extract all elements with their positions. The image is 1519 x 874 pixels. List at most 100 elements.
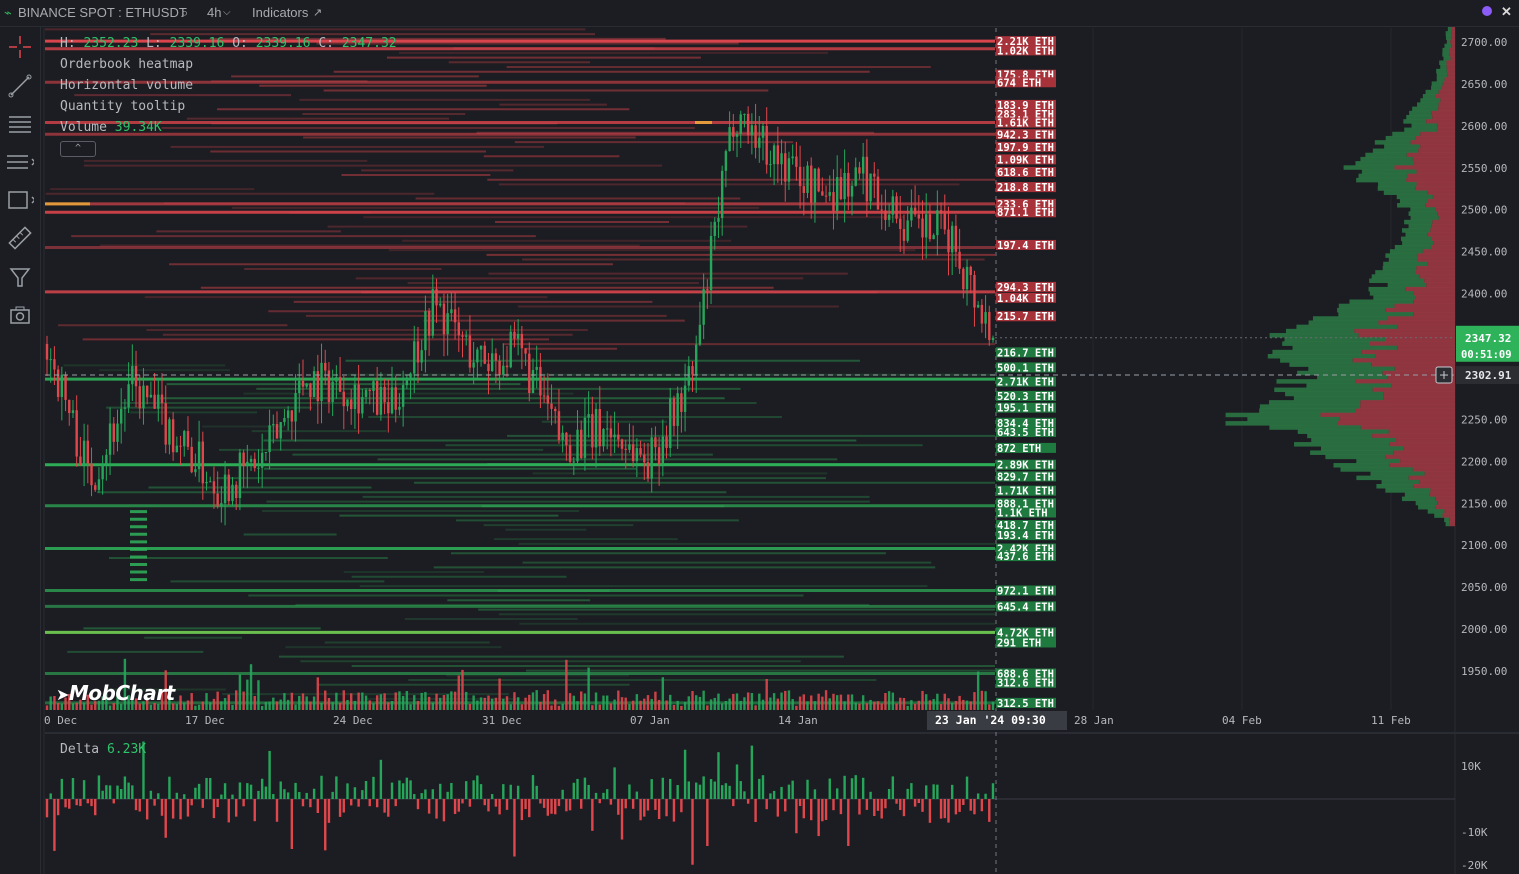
delta-bar bbox=[876, 799, 880, 811]
volume-profile-bar bbox=[1447, 26, 1452, 32]
candle-body bbox=[928, 214, 932, 240]
legend-item-quantity-tooltip[interactable]: Quantity tooltip bbox=[60, 99, 186, 114]
delta-bar bbox=[286, 792, 290, 799]
candle-body bbox=[364, 390, 368, 397]
crosshair bbox=[45, 28, 1455, 874]
candle bbox=[657, 436, 661, 486]
legend-collapse-button[interactable]: ^ bbox=[60, 141, 96, 157]
candle bbox=[635, 438, 639, 478]
candle-body bbox=[561, 432, 564, 441]
candle-body bbox=[835, 177, 839, 211]
candle-body bbox=[331, 381, 334, 403]
volume-bar bbox=[335, 692, 338, 710]
volume-profile-bar bbox=[1430, 228, 1455, 233]
delta-bar bbox=[350, 799, 353, 806]
delta-bar bbox=[709, 779, 713, 799]
candle-body bbox=[90, 463, 93, 486]
candle bbox=[97, 467, 101, 493]
orderbook-label-bg bbox=[996, 390, 1056, 401]
close-icon[interactable]: ✕ bbox=[1501, 4, 1512, 19]
delta-bar bbox=[383, 799, 386, 813]
volume-bar bbox=[79, 699, 82, 710]
orderbook-label: 195.1 ETH bbox=[997, 403, 1054, 415]
volume-bar bbox=[105, 693, 108, 710]
candle bbox=[153, 373, 156, 410]
fib-tool-icon[interactable] bbox=[6, 148, 34, 176]
delta-bar bbox=[119, 789, 123, 799]
crosshair-tool-icon[interactable] bbox=[6, 33, 34, 61]
trend-line-tool-icon[interactable] bbox=[6, 72, 34, 100]
delta-bar bbox=[416, 799, 420, 810]
orderbook-label: 520.3 ETH bbox=[997, 391, 1054, 403]
candle-body bbox=[312, 371, 316, 397]
delta-bar bbox=[806, 779, 809, 799]
candle-body bbox=[164, 403, 167, 445]
candle bbox=[576, 410, 579, 467]
rectangle-tool-icon[interactable] bbox=[6, 186, 34, 214]
delta-bar bbox=[528, 799, 531, 818]
candle-body bbox=[761, 125, 765, 138]
delta-bar bbox=[231, 794, 234, 799]
interval-select[interactable]: 4h bbox=[207, 5, 222, 20]
volume-bar bbox=[387, 702, 390, 710]
volume-bar bbox=[583, 693, 587, 710]
search-icon[interactable]: ⌕ bbox=[181, 5, 189, 20]
candle bbox=[661, 419, 665, 477]
candle-body bbox=[71, 410, 75, 414]
symbol-search[interactable]: BINANCE SPOT : ETHUSDT bbox=[18, 5, 187, 20]
delta-bar bbox=[724, 783, 728, 799]
volume-bar bbox=[49, 696, 52, 710]
volume-bar bbox=[283, 693, 286, 710]
price-axis-tick: 2250.00 bbox=[1461, 413, 1507, 426]
legend-item-volume[interactable]: Volume 39.34K bbox=[60, 120, 162, 135]
legend-item-orderbook-heatmap[interactable]: Orderbook heatmap bbox=[60, 57, 194, 72]
delta-bar bbox=[810, 799, 813, 821]
candle bbox=[669, 387, 672, 457]
camera-icon[interactable] bbox=[6, 301, 34, 329]
volume-profile-bar bbox=[1445, 31, 1452, 36]
volume-bar bbox=[758, 693, 761, 710]
indicators-button[interactable]: Indicators bbox=[252, 5, 309, 20]
volume-profile-bar bbox=[1413, 312, 1455, 317]
indicators-icon[interactable]: ↗ bbox=[313, 7, 323, 19]
ruler-tool-icon[interactable] bbox=[6, 224, 34, 252]
candle-body bbox=[672, 398, 676, 426]
volume-bar bbox=[925, 694, 928, 710]
volume-bar bbox=[973, 692, 976, 710]
candle-body bbox=[268, 425, 271, 453]
volume-bar bbox=[891, 692, 895, 710]
volume-profile-bar bbox=[1442, 52, 1450, 57]
delta-bar bbox=[64, 799, 67, 808]
candle bbox=[954, 214, 958, 267]
delta-bar bbox=[939, 799, 943, 819]
delta-bar bbox=[776, 799, 780, 817]
chevron-down-icon[interactable]: ⌵ bbox=[223, 7, 231, 18]
orderbook-label-bg bbox=[996, 311, 1056, 322]
candle bbox=[624, 439, 627, 469]
open-label: O: bbox=[232, 36, 248, 51]
candle bbox=[483, 341, 486, 365]
theme-dot-icon[interactable] bbox=[1482, 6, 1492, 16]
delta-bar bbox=[813, 789, 817, 799]
candle-body bbox=[758, 137, 761, 148]
volume-bar bbox=[123, 658, 127, 710]
volume-profile-bar bbox=[1356, 177, 1407, 183]
delta-bar bbox=[565, 799, 568, 812]
volume-profile-bar bbox=[1451, 26, 1455, 32]
volume-profile-bar bbox=[1355, 408, 1455, 414]
close-value: 2347.32 bbox=[341, 36, 397, 51]
horizontal-lines-tool-icon[interactable] bbox=[6, 110, 34, 138]
candle bbox=[212, 466, 216, 509]
filter-icon[interactable] bbox=[6, 263, 34, 291]
volume-profile-bar bbox=[1417, 257, 1455, 263]
volume-profile-bar bbox=[1397, 345, 1455, 351]
delta-bar bbox=[880, 799, 883, 819]
candle bbox=[490, 338, 494, 372]
orderbook-label-bg bbox=[996, 637, 1056, 648]
delta-bar bbox=[720, 785, 724, 799]
legend-item-horizontal-volume[interactable]: Horizontal volume bbox=[60, 78, 194, 93]
time-axis-tick: 11 Feb bbox=[1371, 714, 1411, 727]
orderbook-label: 312.6 ETH bbox=[997, 678, 1054, 690]
volume-bar bbox=[602, 695, 605, 710]
